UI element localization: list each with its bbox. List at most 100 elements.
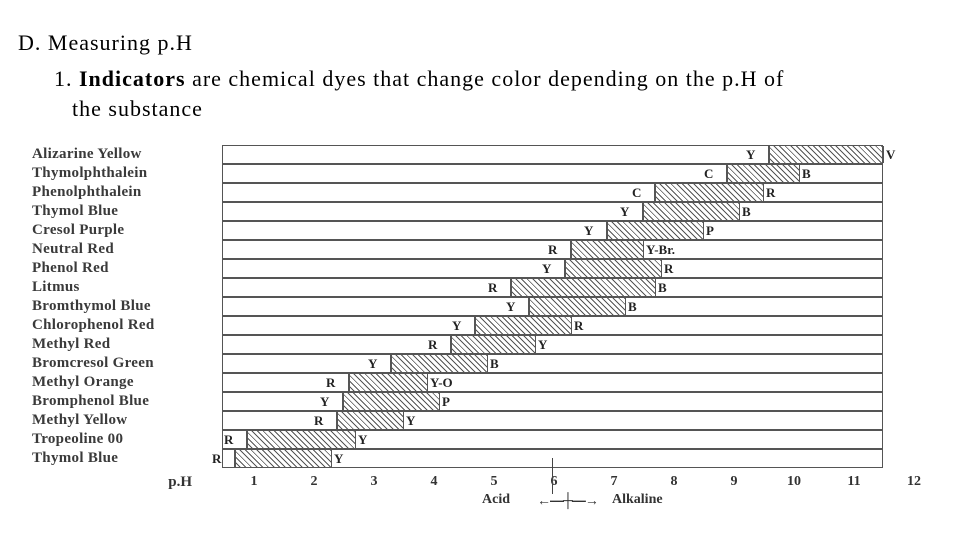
transition-range <box>246 431 356 448</box>
indicator-track: YB <box>192 354 912 373</box>
indicator-label: Thymolphthalein <box>32 165 192 182</box>
caption-acid: Acid <box>482 492 510 508</box>
color-code-left: C <box>632 185 641 201</box>
indicator-label: Bromthymol Blue <box>32 298 192 315</box>
ph-tick: 3 <box>371 474 378 490</box>
indicator-label: Methyl Orange <box>32 374 192 391</box>
color-code-left: R <box>326 375 335 391</box>
color-code-left: R <box>314 413 323 429</box>
indicator-label: Methyl Yellow <box>32 412 192 429</box>
section-heading: D. Measuring p.H <box>18 30 932 56</box>
color-code-left: Y <box>320 394 329 410</box>
indicator-label: Litmus <box>32 279 192 296</box>
ph-tick: 10 <box>787 474 801 490</box>
transition-range <box>510 279 656 296</box>
indicator-row: Methyl RedRY <box>32 335 952 354</box>
indicator-track: YP <box>192 221 912 240</box>
indicator-row: Cresol PurpleYP <box>32 221 952 240</box>
indicator-label: Bromcresol Green <box>32 355 192 372</box>
caption-arrows-icon: ←—┼—→ <box>537 492 598 508</box>
color-code-left: Y <box>506 299 515 315</box>
indicator-label: Thymol Blue <box>32 450 192 467</box>
indicator-row: PhenolphthaleinCR <box>32 183 952 202</box>
ph-tick: 7 <box>611 474 618 490</box>
ph-tick: 2 <box>311 474 318 490</box>
transition-range <box>642 203 740 220</box>
transition-range <box>390 355 488 372</box>
transition-range <box>768 146 884 163</box>
ph-tick: 9 <box>731 474 738 490</box>
indicator-row: Methyl YellowRY <box>32 411 952 430</box>
indicator-label: Bromphenol Blue <box>32 393 192 410</box>
color-code-left: R <box>428 337 437 353</box>
indicator-row: ThymolphthaleinCB <box>32 164 952 183</box>
color-code-right: Y <box>334 451 343 467</box>
indicator-track: YB <box>192 202 912 221</box>
axis-caption: Acid ←—┼—→ Alkaline <box>192 492 912 514</box>
item-heading-line2: the substance <box>72 94 932 124</box>
color-code-right: R <box>766 185 775 201</box>
ph-axis: p.H 123456789101112 <box>32 474 952 492</box>
transition-range <box>528 298 626 315</box>
ph-tick: 1 <box>251 474 258 490</box>
color-code-left: Y <box>368 356 377 372</box>
indicator-track: YV <box>192 145 912 164</box>
transition-range <box>654 184 764 201</box>
color-code-right: Y <box>538 337 547 353</box>
ph-tick: 8 <box>671 474 678 490</box>
item-term: Indicators <box>79 66 186 91</box>
color-code-left: R <box>224 432 233 448</box>
indicator-track: CB <box>192 164 912 183</box>
indicator-label: Phenolphthalein <box>32 184 192 201</box>
indicator-track: RY <box>192 335 912 354</box>
indicator-track: RB <box>192 278 912 297</box>
transition-range <box>726 165 800 182</box>
item-heading-line1: 1. Indicators are chemical dyes that cha… <box>54 64 932 94</box>
color-code-left: Y <box>746 147 755 163</box>
ph-axis-ticks: 123456789101112 <box>224 474 944 492</box>
color-code-right: B <box>658 280 667 296</box>
color-code-left: R <box>212 451 221 467</box>
indicator-row: Alizarine YellowYV <box>32 145 952 164</box>
indicator-row: Bromthymol Blue Y B <box>32 297 952 316</box>
indicator-row: Bromcresol GreenYB <box>32 354 952 373</box>
indicator-row: Methyl Orange R Y-O <box>32 373 952 392</box>
indicator-label: Thymol Blue <box>32 203 192 220</box>
color-code-left: Y <box>542 261 551 277</box>
color-code-right: P <box>706 223 714 239</box>
indicator-track: RY <box>192 430 912 449</box>
indicator-track: YP <box>192 392 912 411</box>
indicator-row: Neutral RedRY-Br. <box>32 240 952 259</box>
color-code-right: R <box>664 261 673 277</box>
indicator-track: RY <box>192 411 912 430</box>
color-code-right: P <box>442 394 450 410</box>
transition-range <box>564 260 662 277</box>
transition-range <box>450 336 536 353</box>
item-number: 1. <box>54 66 73 91</box>
indicator-row: Chlorophenol RedYR <box>32 316 952 335</box>
indicator-row: Tropeoline 00RY <box>32 430 952 449</box>
indicator-row: LitmusRB <box>32 278 952 297</box>
indicator-chart: Alizarine YellowYVThymolphthaleinCBPheno… <box>32 145 952 514</box>
transition-range <box>570 241 644 258</box>
indicator-label: Cresol Purple <box>32 222 192 239</box>
indicator-track: R Y-Br. <box>192 240 912 259</box>
indicator-row: Thymol BlueYB <box>32 202 952 221</box>
indicator-track: CR <box>192 183 912 202</box>
color-code-right: Y-Br. <box>646 242 675 258</box>
color-code-left: Y <box>620 204 629 220</box>
color-code-right: Y-O <box>430 375 453 391</box>
item-rest1: are chemical dyes that change color depe… <box>186 66 785 91</box>
color-code-right: B <box>628 299 637 315</box>
ph-tick: 4 <box>431 474 438 490</box>
transition-range <box>336 412 404 429</box>
indicator-track: YR <box>192 259 912 278</box>
color-code-right: R <box>574 318 583 334</box>
indicator-row: Thymol Blue R Y <box>32 449 952 468</box>
indicator-row: Phenol RedYR <box>32 259 952 278</box>
color-code-left: R <box>548 242 557 258</box>
color-code-right: B <box>490 356 499 372</box>
color-code-left: R <box>488 280 497 296</box>
indicator-label: Alizarine Yellow <box>32 146 192 163</box>
indicator-label: Methyl Red <box>32 336 192 353</box>
